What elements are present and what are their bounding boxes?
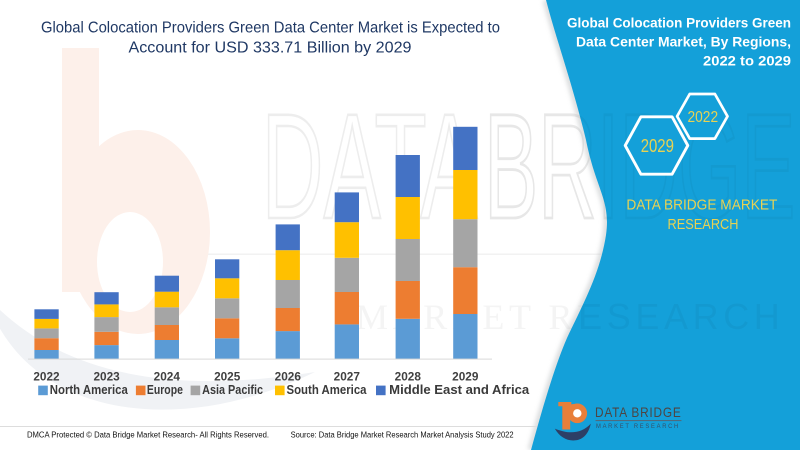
svg-text:2023: 2023 <box>93 369 120 383</box>
svg-text:2027: 2027 <box>334 369 361 383</box>
svg-text:2022: 2022 <box>688 109 719 126</box>
svg-text:MARKET RESEARCH: MARKET RESEARCH <box>596 423 680 430</box>
svg-text:Asia Pacific: Asia Pacific <box>202 382 263 397</box>
svg-text:2029: 2029 <box>641 136 674 156</box>
svg-text:DMCA Protected © Data Bridge M: DMCA Protected © Data Bridge Market Rese… <box>27 430 269 440</box>
svg-text:Global Colocation Providers Gr: Global Colocation Providers Green <box>567 15 791 30</box>
svg-text:Account for USD 333.71 Billion: Account for USD 333.71 Billion by 2029 <box>129 40 412 57</box>
svg-text:North America: North America <box>50 382 129 397</box>
svg-text:Data Center Market, By Regions: Data Center Market, By Regions, <box>576 34 791 49</box>
svg-text:Middle East and Africa: Middle East and Africa <box>389 382 530 397</box>
svg-text:2029: 2029 <box>452 369 479 383</box>
svg-text:2028: 2028 <box>395 369 422 383</box>
svg-text:Source: Data Bridge Market Res: Source: Data Bridge Market Research Mark… <box>291 430 514 440</box>
svg-text:2022: 2022 <box>33 369 60 383</box>
svg-text:Europe: Europe <box>147 382 183 397</box>
svg-text:2022 to 2029: 2022 to 2029 <box>703 53 791 68</box>
svg-text:Global Colocation Providers Gr: Global Colocation Providers Green Data C… <box>41 20 500 37</box>
svg-text:DATA BRIDGE MARKET: DATA BRIDGE MARKET <box>626 198 777 214</box>
svg-text:South America: South America <box>287 382 368 397</box>
svg-text:2024: 2024 <box>154 369 181 383</box>
svg-text:2025: 2025 <box>214 369 241 383</box>
svg-text:RESEARCH: RESEARCH <box>668 217 739 233</box>
svg-text:2026: 2026 <box>275 369 302 383</box>
svg-text:DATA BRIDGE: DATA BRIDGE <box>595 405 682 420</box>
svg-text:DATA: DATA <box>262 83 478 250</box>
